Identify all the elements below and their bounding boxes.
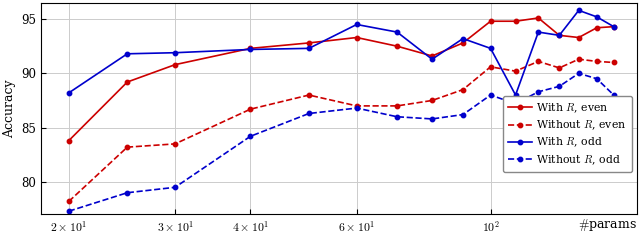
With $R$, odd	[393, 31, 401, 33]
With $R$, even	[305, 41, 313, 44]
With $R$, even	[353, 36, 360, 39]
Without $R$, even	[512, 70, 520, 73]
With $R$, odd	[593, 15, 601, 18]
With $R$, even	[534, 17, 542, 19]
With $R$, odd	[353, 23, 360, 26]
With $R$, odd	[172, 51, 179, 54]
With $R$, even	[428, 55, 436, 57]
Without $R$, odd	[575, 72, 582, 75]
With $R$, even	[512, 20, 520, 23]
Without $R$, odd	[428, 118, 436, 120]
With $R$, odd	[246, 48, 254, 51]
Without $R$, even	[556, 67, 563, 69]
With $R$, odd	[65, 91, 73, 94]
Without $R$, odd	[487, 94, 495, 96]
Without $R$, even	[246, 108, 254, 111]
Without $R$, odd	[610, 94, 618, 96]
With $R$, even	[124, 81, 131, 83]
Without $R$, even	[534, 60, 542, 63]
With $R$, even	[556, 34, 563, 37]
Without $R$, even	[428, 99, 436, 102]
Without $R$, odd	[65, 210, 73, 213]
Without $R$, odd	[124, 191, 131, 194]
Without $R$, odd	[246, 135, 254, 138]
Without $R$, even	[305, 94, 313, 96]
Without $R$, even	[593, 60, 601, 63]
With $R$, even	[393, 45, 401, 48]
With $R$, odd	[305, 47, 313, 50]
Line: With $R$, even: With $R$, even	[67, 16, 616, 143]
Without $R$, odd	[353, 107, 360, 109]
Without $R$, even	[65, 200, 73, 203]
With $R$, odd	[428, 58, 436, 61]
Line: Without $R$, even: Without $R$, even	[67, 57, 616, 204]
With $R$, odd	[512, 94, 520, 96]
Without $R$, even	[172, 142, 179, 145]
Without $R$, even	[393, 105, 401, 107]
Without $R$, odd	[512, 102, 520, 105]
With $R$, even	[487, 20, 495, 23]
Without $R$, even	[487, 65, 495, 68]
Without $R$, odd	[172, 186, 179, 189]
Without $R$, odd	[459, 113, 467, 116]
Without $R$, odd	[593, 77, 601, 80]
With $R$, odd	[487, 47, 495, 50]
Line: With $R$, odd: With $R$, odd	[67, 8, 616, 97]
Without $R$, odd	[534, 90, 542, 93]
With $R$, even	[172, 63, 179, 66]
Without $R$, even	[124, 146, 131, 149]
Line: Without $R$, odd: Without $R$, odd	[67, 71, 616, 213]
Without $R$, even	[610, 61, 618, 64]
With $R$, odd	[124, 52, 131, 55]
With $R$, even	[610, 25, 618, 28]
Text: $\#$params: $\#$params	[579, 217, 637, 232]
With $R$, even	[246, 47, 254, 50]
With $R$, odd	[610, 25, 618, 28]
Y-axis label: Accuracy: Accuracy	[3, 79, 16, 138]
Without $R$, odd	[305, 112, 313, 115]
Legend: With $R$, even, Without $R$, even, With $R$, odd, Without $R$, odd: With $R$, even, Without $R$, even, With …	[502, 96, 632, 172]
Without $R$, even	[575, 58, 582, 61]
With $R$, even	[593, 26, 601, 29]
With $R$, even	[575, 36, 582, 39]
With $R$, odd	[534, 31, 542, 33]
With $R$, odd	[459, 37, 467, 40]
Without $R$, odd	[556, 85, 563, 88]
Without $R$, odd	[393, 115, 401, 118]
With $R$, odd	[556, 34, 563, 37]
Without $R$, even	[353, 105, 360, 107]
Without $R$, even	[459, 88, 467, 91]
With $R$, odd	[575, 9, 582, 12]
With $R$, even	[459, 41, 467, 44]
With $R$, even	[65, 139, 73, 142]
